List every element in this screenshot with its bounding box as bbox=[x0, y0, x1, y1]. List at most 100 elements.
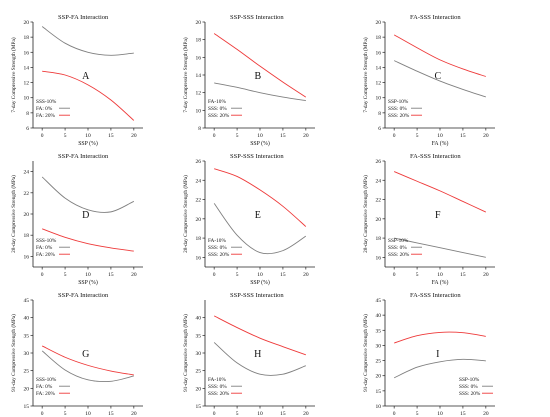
y-tick-label: 12 bbox=[196, 91, 202, 97]
x-tick-label: 20 bbox=[483, 272, 489, 278]
x-tick-label: 15 bbox=[460, 133, 466, 139]
legend-entry-label: FA: 0% bbox=[36, 106, 53, 112]
legend-entry-label: FA: 20% bbox=[36, 252, 55, 258]
y-tick-label: 30 bbox=[196, 351, 202, 357]
y-tick-label: 16 bbox=[24, 254, 30, 260]
y-tick-label: 22 bbox=[376, 198, 382, 204]
x-tick-label: 10 bbox=[257, 272, 263, 278]
y-tick-label: 25 bbox=[376, 359, 382, 365]
panel-letter: D bbox=[82, 210, 89, 221]
series-line-high bbox=[393, 34, 486, 77]
y-tick-label: 14 bbox=[376, 65, 382, 71]
panel-letter: I bbox=[436, 349, 439, 360]
y-tick-label: 35 bbox=[196, 333, 202, 339]
y-tick-label: 20 bbox=[376, 217, 382, 223]
x-tick-label: 20 bbox=[131, 272, 137, 278]
x-tick-label: 0 bbox=[393, 133, 396, 139]
series-line-low bbox=[41, 350, 134, 383]
legend-header: SSS-10% bbox=[36, 238, 57, 244]
panel-letter: F bbox=[435, 210, 441, 221]
legend-entry-label: SSS: 0% bbox=[208, 384, 227, 390]
chart-panel-a: SSP-FA Interaction 6 8 10 12 14 16 18 20 0 5 10 15 20… bbox=[10, 14, 143, 147]
y-tick-label: 10 bbox=[196, 108, 202, 114]
chart-panel-b: SSP-SSS Interaction 8 10 12 14 16 18 20 0 5 10 15 20… bbox=[182, 14, 315, 147]
x-tick-label: 10 bbox=[85, 411, 91, 417]
legend-header: SSP-10% bbox=[388, 99, 409, 105]
x-tick-label: 15 bbox=[108, 133, 114, 139]
y-tick-label: 10 bbox=[376, 96, 382, 102]
chart-panel-d: SSP-FA Interaction 16 18 20 22 24 0 5 10 15 20 SSP … bbox=[10, 153, 143, 286]
y-tick-label: 8 bbox=[198, 126, 201, 132]
legend-entry-label: SSS: 20% bbox=[208, 391, 230, 397]
legend-header: SSS-10% bbox=[36, 377, 57, 383]
legend-entry-label: SSS: 0% bbox=[208, 245, 227, 251]
y-tick-label: 14 bbox=[24, 65, 30, 71]
chart-panel-e: SSP-SSS Interaction 16 18 20 22 24 26 0 5 10 15 20 S… bbox=[182, 153, 315, 286]
y-tick-label: 45 bbox=[24, 298, 30, 304]
y-tick-label: 35 bbox=[24, 333, 30, 339]
legend-entry-label: FA: 0% bbox=[36, 384, 53, 390]
x-tick-label: 5 bbox=[416, 272, 419, 278]
y-tick-label: 18 bbox=[24, 35, 30, 41]
chart-title: FA-SSS Interaction bbox=[410, 292, 461, 299]
x-tick-label: 15 bbox=[108, 411, 114, 417]
chart-panel-c: FA-SSS Interaction 6 8 10 12 14 16 18 20 0 5 10 15 20… bbox=[362, 14, 495, 147]
x-tick-label: 15 bbox=[460, 411, 466, 417]
x-tick-label: 0 bbox=[393, 411, 396, 417]
y-tick-label: 24 bbox=[24, 170, 30, 176]
y-tick-label: 30 bbox=[24, 351, 30, 357]
x-tick-label: 5 bbox=[236, 272, 239, 278]
y-tick-label: 20 bbox=[196, 20, 202, 26]
series-line-low bbox=[393, 358, 486, 379]
y-axis-label: 7-day Compressive Strength (MPa) bbox=[362, 37, 369, 112]
y-tick-label: 16 bbox=[376, 50, 382, 56]
x-tick-label: 15 bbox=[460, 272, 466, 278]
chart-title: FA-SSS Interaction bbox=[410, 153, 461, 160]
panel-letter: H bbox=[254, 349, 261, 360]
y-tick-label: 18 bbox=[24, 233, 30, 239]
series-line-high bbox=[42, 228, 134, 252]
x-tick-label: 15 bbox=[280, 272, 286, 278]
x-tick-label: 15 bbox=[108, 272, 114, 278]
chart-title: SSP-SSS Interaction bbox=[230, 153, 284, 160]
x-tick-label: 5 bbox=[416, 411, 419, 417]
x-tick-label: 20 bbox=[303, 411, 309, 417]
x-tick-label: 10 bbox=[437, 272, 443, 278]
y-tick-label: 15 bbox=[376, 389, 382, 395]
chart-panel-g: SSP-FA Interaction 15 20 25 30 35 40 45 0 5 10 15 20… bbox=[10, 292, 143, 417]
y-tick-label: 10 bbox=[24, 96, 30, 102]
x-tick-label: 20 bbox=[303, 272, 309, 278]
x-tick-label: 5 bbox=[236, 133, 239, 139]
legend-entry-label: FA: 0% bbox=[36, 245, 53, 251]
x-tick-label: 10 bbox=[257, 133, 263, 139]
y-tick-label: 16 bbox=[196, 255, 202, 261]
y-axis-label: 28-day Compressive Strength (MPa) bbox=[362, 175, 369, 253]
legend-entry-label: FA: 20% bbox=[36, 391, 55, 397]
y-tick-label: 25 bbox=[196, 369, 202, 375]
legend-entry-label: SSS: 20% bbox=[388, 113, 410, 119]
y-tick-label: 16 bbox=[376, 255, 382, 261]
x-tick-label: 10 bbox=[437, 133, 443, 139]
x-tick-label: 0 bbox=[213, 272, 216, 278]
x-tick-label: 5 bbox=[64, 411, 67, 417]
y-tick-label: 18 bbox=[376, 236, 382, 242]
x-tick-label: 5 bbox=[64, 272, 67, 278]
y-tick-label: 24 bbox=[376, 178, 382, 184]
y-axis-label: 91-day Compressive Strength (MPa) bbox=[10, 314, 17, 392]
y-axis-label: 91-day Compressive Strength (MPa) bbox=[182, 314, 189, 392]
legend-entry-label: SSS: 0% bbox=[388, 106, 407, 112]
y-tick-label: 14 bbox=[196, 73, 202, 79]
series-line-low bbox=[394, 237, 486, 258]
x-tick-label: 5 bbox=[64, 133, 67, 139]
chart-panel-i: FA-SSS Interaction 10 15 20 25 30 35 40 45 0 5 10 15… bbox=[362, 292, 495, 417]
y-axis-label: 28-day Compressive Strength (MPa) bbox=[182, 175, 189, 253]
y-tick-label: 15 bbox=[24, 404, 30, 410]
y-tick-label: 16 bbox=[24, 50, 30, 56]
chart-panel-f: FA-SSS Interaction 16 18 20 22 24 26 0 5 10 15 20 FA… bbox=[362, 153, 495, 286]
chart-title: SSP-SSS Interaction bbox=[230, 292, 284, 299]
legend-header: FA-10% bbox=[208, 377, 226, 383]
panel-letter: E bbox=[255, 210, 261, 221]
legend-header: SSP-10% bbox=[388, 238, 409, 244]
y-tick-label: 6 bbox=[378, 126, 381, 132]
